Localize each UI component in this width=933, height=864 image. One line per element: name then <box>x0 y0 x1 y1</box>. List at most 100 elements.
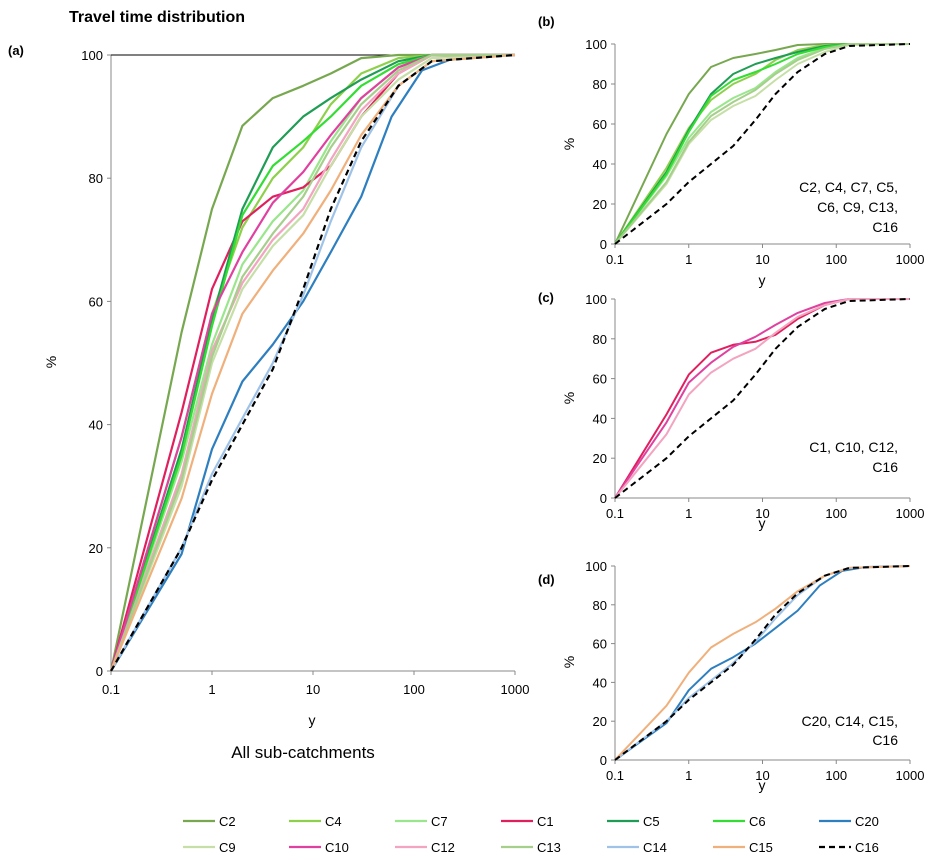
y-tick-label: 20 <box>593 451 607 466</box>
series-line-C12 <box>109 53 515 672</box>
series-line-C10 <box>109 53 515 672</box>
panel-subtitle: All sub-catchments <box>231 743 375 762</box>
panel-annotation: C1, C10, C12, <box>809 439 898 455</box>
x-tick-label: 1 <box>685 506 692 521</box>
y-tick-label: 100 <box>585 559 607 574</box>
legend-label: C20 <box>855 814 879 829</box>
panel-d: (d) 0 20 40 60 80 100 0.1 1 10 100 1000% y C20, C14, … <box>538 559 924 793</box>
series-line-C6 <box>614 43 910 245</box>
panel-annotation: C16 <box>872 459 898 475</box>
x-tick-label: 0.1 <box>102 682 120 697</box>
series-line-C14 <box>110 53 516 672</box>
x-tick-label: 1000 <box>896 506 925 521</box>
y-tick-label: 60 <box>89 294 103 309</box>
legend-label: C5 <box>643 814 660 829</box>
x-axis-label: y <box>759 777 766 793</box>
y-tick-label: 80 <box>593 332 607 347</box>
legend: C2 C4 C7 C1 C5 C6 C20 C9 C10 C12 C13 C14 C15 C16 <box>183 814 879 855</box>
legend-label: C14 <box>643 840 667 855</box>
legend-label: C13 <box>537 840 561 855</box>
series-line-C16 <box>614 298 911 499</box>
legend-label: C16 <box>855 840 879 855</box>
y-tick-label: 80 <box>89 171 103 186</box>
legend-item-C5: C5 <box>607 814 660 829</box>
x-tick-label: 0.1 <box>606 252 624 267</box>
x-tick-label: 100 <box>825 506 847 521</box>
x-tick-label: 1000 <box>896 768 925 783</box>
y-tick-label: 100 <box>81 48 103 63</box>
legend-item-C7: C7 <box>395 814 448 829</box>
series-line-C12 <box>614 298 910 499</box>
legend-label: C6 <box>749 814 766 829</box>
y-tick-label: 20 <box>593 714 607 729</box>
legend-item-C10: C10 <box>289 840 349 855</box>
legend-label: C1 <box>537 814 554 829</box>
y-axis-label: % <box>561 392 577 404</box>
series-line-C4 <box>109 53 515 672</box>
legend-label: C10 <box>325 840 349 855</box>
panel-annotation: C6, C9, C13, <box>817 199 898 215</box>
series-line-C7 <box>109 53 515 672</box>
y-tick-label: 100 <box>585 292 607 307</box>
y-axis-label: % <box>561 656 577 668</box>
y-tick-label: 0 <box>600 237 607 252</box>
series-line-C16 <box>110 53 516 672</box>
y-tick-label: 80 <box>593 598 607 613</box>
x-tick-label: 1 <box>208 682 215 697</box>
series-line-C13 <box>109 53 515 672</box>
legend-item-C13: C13 <box>501 840 561 855</box>
y-tick-label: 0 <box>600 491 607 506</box>
panel-annotation: C2, C4, C7, C5, <box>799 179 898 195</box>
x-tick-label: 10 <box>755 252 769 267</box>
y-tick-label: 60 <box>593 637 607 652</box>
x-tick-label: 1 <box>685 252 692 267</box>
y-tick-label: 40 <box>593 675 607 690</box>
y-tick-label: 40 <box>593 411 607 426</box>
legend-label: C2 <box>219 814 236 829</box>
x-tick-label: 100 <box>825 252 847 267</box>
legend-item-C6: C6 <box>713 814 766 829</box>
series-line-C13 <box>614 43 910 245</box>
legend-item-C12: C12 <box>395 840 455 855</box>
y-tick-label: 20 <box>593 197 607 212</box>
x-tick-label: 10 <box>306 682 320 697</box>
series-line-C20 <box>614 565 911 761</box>
y-tick-label: 20 <box>89 541 103 556</box>
legend-label: C9 <box>219 840 236 855</box>
legend-item-C15: C15 <box>713 840 773 855</box>
series-line-C2 <box>109 53 515 672</box>
legend-label: C4 <box>325 814 342 829</box>
y-tick-label: 100 <box>585 37 607 52</box>
figure-title: Travel time distribution <box>69 9 245 26</box>
panel-b: (b) 0 20 40 60 80 100 0.1 1 10 100 1000% y C2, C4, C7… <box>538 14 924 288</box>
legend-item-C16: C16 <box>819 840 879 855</box>
legend-label: C15 <box>749 840 773 855</box>
x-tick-label: 0.1 <box>606 506 624 521</box>
series-line-C5 <box>109 53 515 672</box>
legend-item-C14: C14 <box>607 840 667 855</box>
x-tick-label: 1 <box>685 768 692 783</box>
x-tick-label: 10 <box>755 506 769 521</box>
series-line-C16 <box>614 565 911 761</box>
panel-label: (c) <box>538 290 554 305</box>
y-axis-label: % <box>43 356 59 368</box>
series-line-C9 <box>109 53 516 672</box>
x-axis-label: y <box>759 515 766 531</box>
series-line-C16 <box>614 43 911 245</box>
panel-annotation: C16 <box>872 219 898 235</box>
y-tick-label: 0 <box>600 753 607 768</box>
y-tick-label: 40 <box>89 418 103 433</box>
legend-item-C9: C9 <box>183 840 236 855</box>
panel-label: (d) <box>538 572 555 587</box>
x-tick-label: 10 <box>755 768 769 783</box>
panel-a: (a) 0 20 40 60 80 100 0.1 1 10 100 1000% y All sub-ca… <box>8 43 529 762</box>
y-tick-label: 60 <box>593 372 607 387</box>
series-line-C20 <box>110 53 516 672</box>
x-axis-label: y <box>309 712 316 728</box>
panel-annotation: C16 <box>872 732 898 748</box>
legend-item-C2: C2 <box>183 814 236 829</box>
x-tick-label: 1000 <box>896 252 925 267</box>
series-line-C6 <box>109 53 515 672</box>
x-axis-label: y <box>759 272 766 288</box>
y-tick-label: 0 <box>96 664 103 679</box>
